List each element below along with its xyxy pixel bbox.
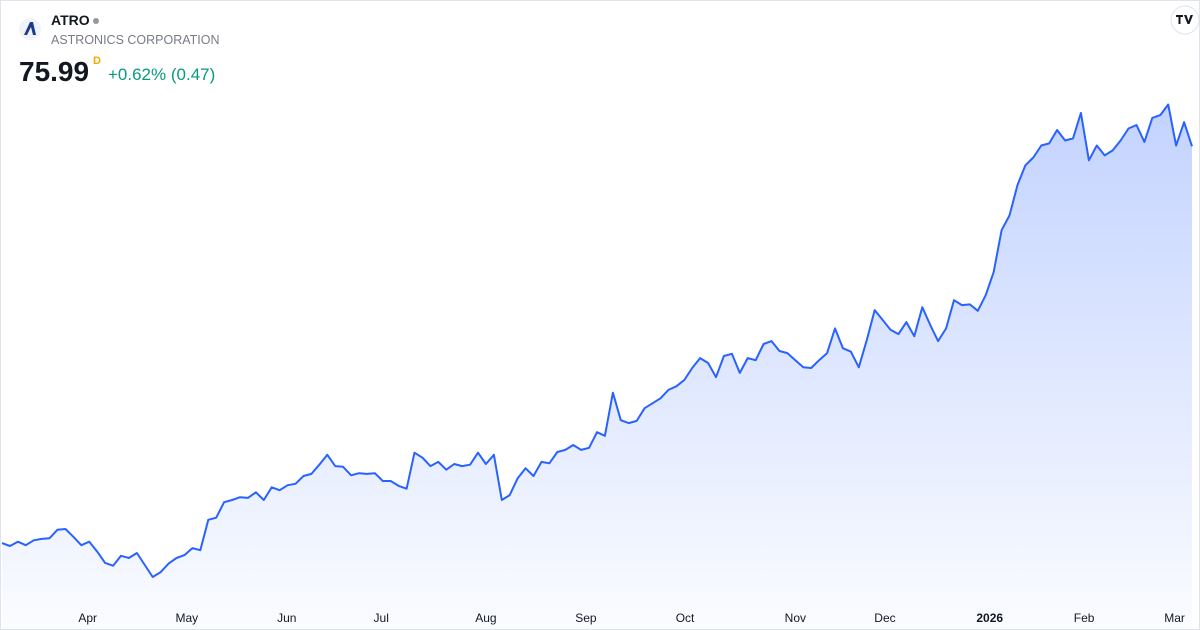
area-fill	[2, 104, 1192, 630]
x-tick-label: Jun	[277, 611, 296, 625]
x-tick-label: Dec	[874, 611, 895, 625]
company-name: ASTRONICS CORPORATION	[51, 33, 220, 47]
x-tick-label: Oct	[676, 611, 695, 625]
status-dot	[93, 18, 99, 24]
brand-logo	[1176, 15, 1193, 24]
x-tick-label: May	[176, 611, 199, 625]
x-tick-label: Jul	[374, 611, 389, 625]
x-tick-label: Apr	[78, 611, 97, 625]
price: 75.99	[19, 56, 90, 87]
interval: D	[93, 55, 101, 67]
x-tick-label: Mar	[1164, 611, 1185, 625]
brand-badge	[1170, 5, 1200, 35]
price-line	[1, 103, 1193, 578]
logo-glyph	[24, 22, 36, 35]
x-tick-label: 2026	[976, 611, 1003, 625]
price-change: +0.62% (0.47)	[108, 65, 216, 84]
x-tick-label: Feb	[1074, 611, 1095, 625]
x-tick-label: Sep	[575, 611, 597, 625]
x-tick-label: Aug	[475, 611, 496, 625]
ticker: ATRO	[51, 12, 90, 28]
x-tick-label: Nov	[785, 611, 806, 625]
